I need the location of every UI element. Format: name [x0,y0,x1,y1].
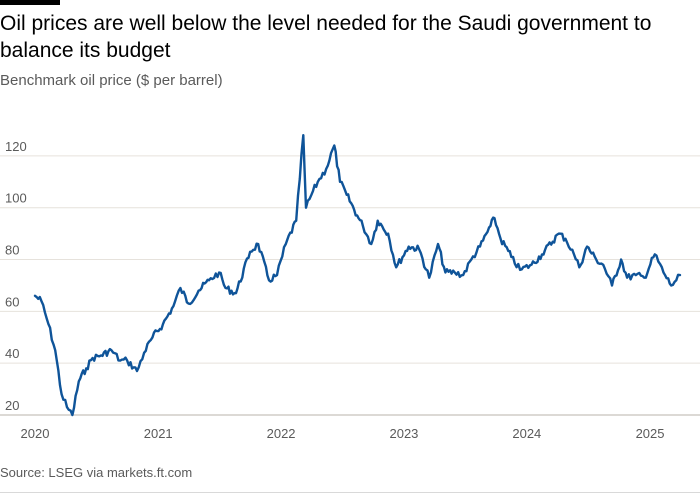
x-tick-label: 2024 [512,426,541,441]
accent-bar [0,0,60,5]
x-tick-label: 2023 [389,426,418,441]
y-tick-label: 100 [5,191,27,206]
y-tick-label: 80 [5,243,19,258]
x-tick-label: 2022 [267,426,296,441]
x-tick-label: 2021 [144,426,173,441]
y-tick-label: 60 [5,294,19,309]
source-note: Source: LSEG via markets.ft.com [0,465,193,480]
chart-title: Oil prices are well below the level need… [0,12,652,62]
series-line-0 [33,134,682,417]
x-tick-label: 2020 [21,426,50,441]
y-tick-label: 120 [5,139,27,154]
y-tick-label: 40 [5,346,19,361]
chart-subtitle: Benchmark oil price ($ per barrel) [0,72,223,89]
line-chart: 20 40 60 80 100 120 2020 2021 2022 2023 2024 2025 [0,134,700,441]
x-tick-label: 2025 [636,426,665,441]
footer-divider [0,492,700,493]
y-tick-label: 20 [5,398,19,413]
